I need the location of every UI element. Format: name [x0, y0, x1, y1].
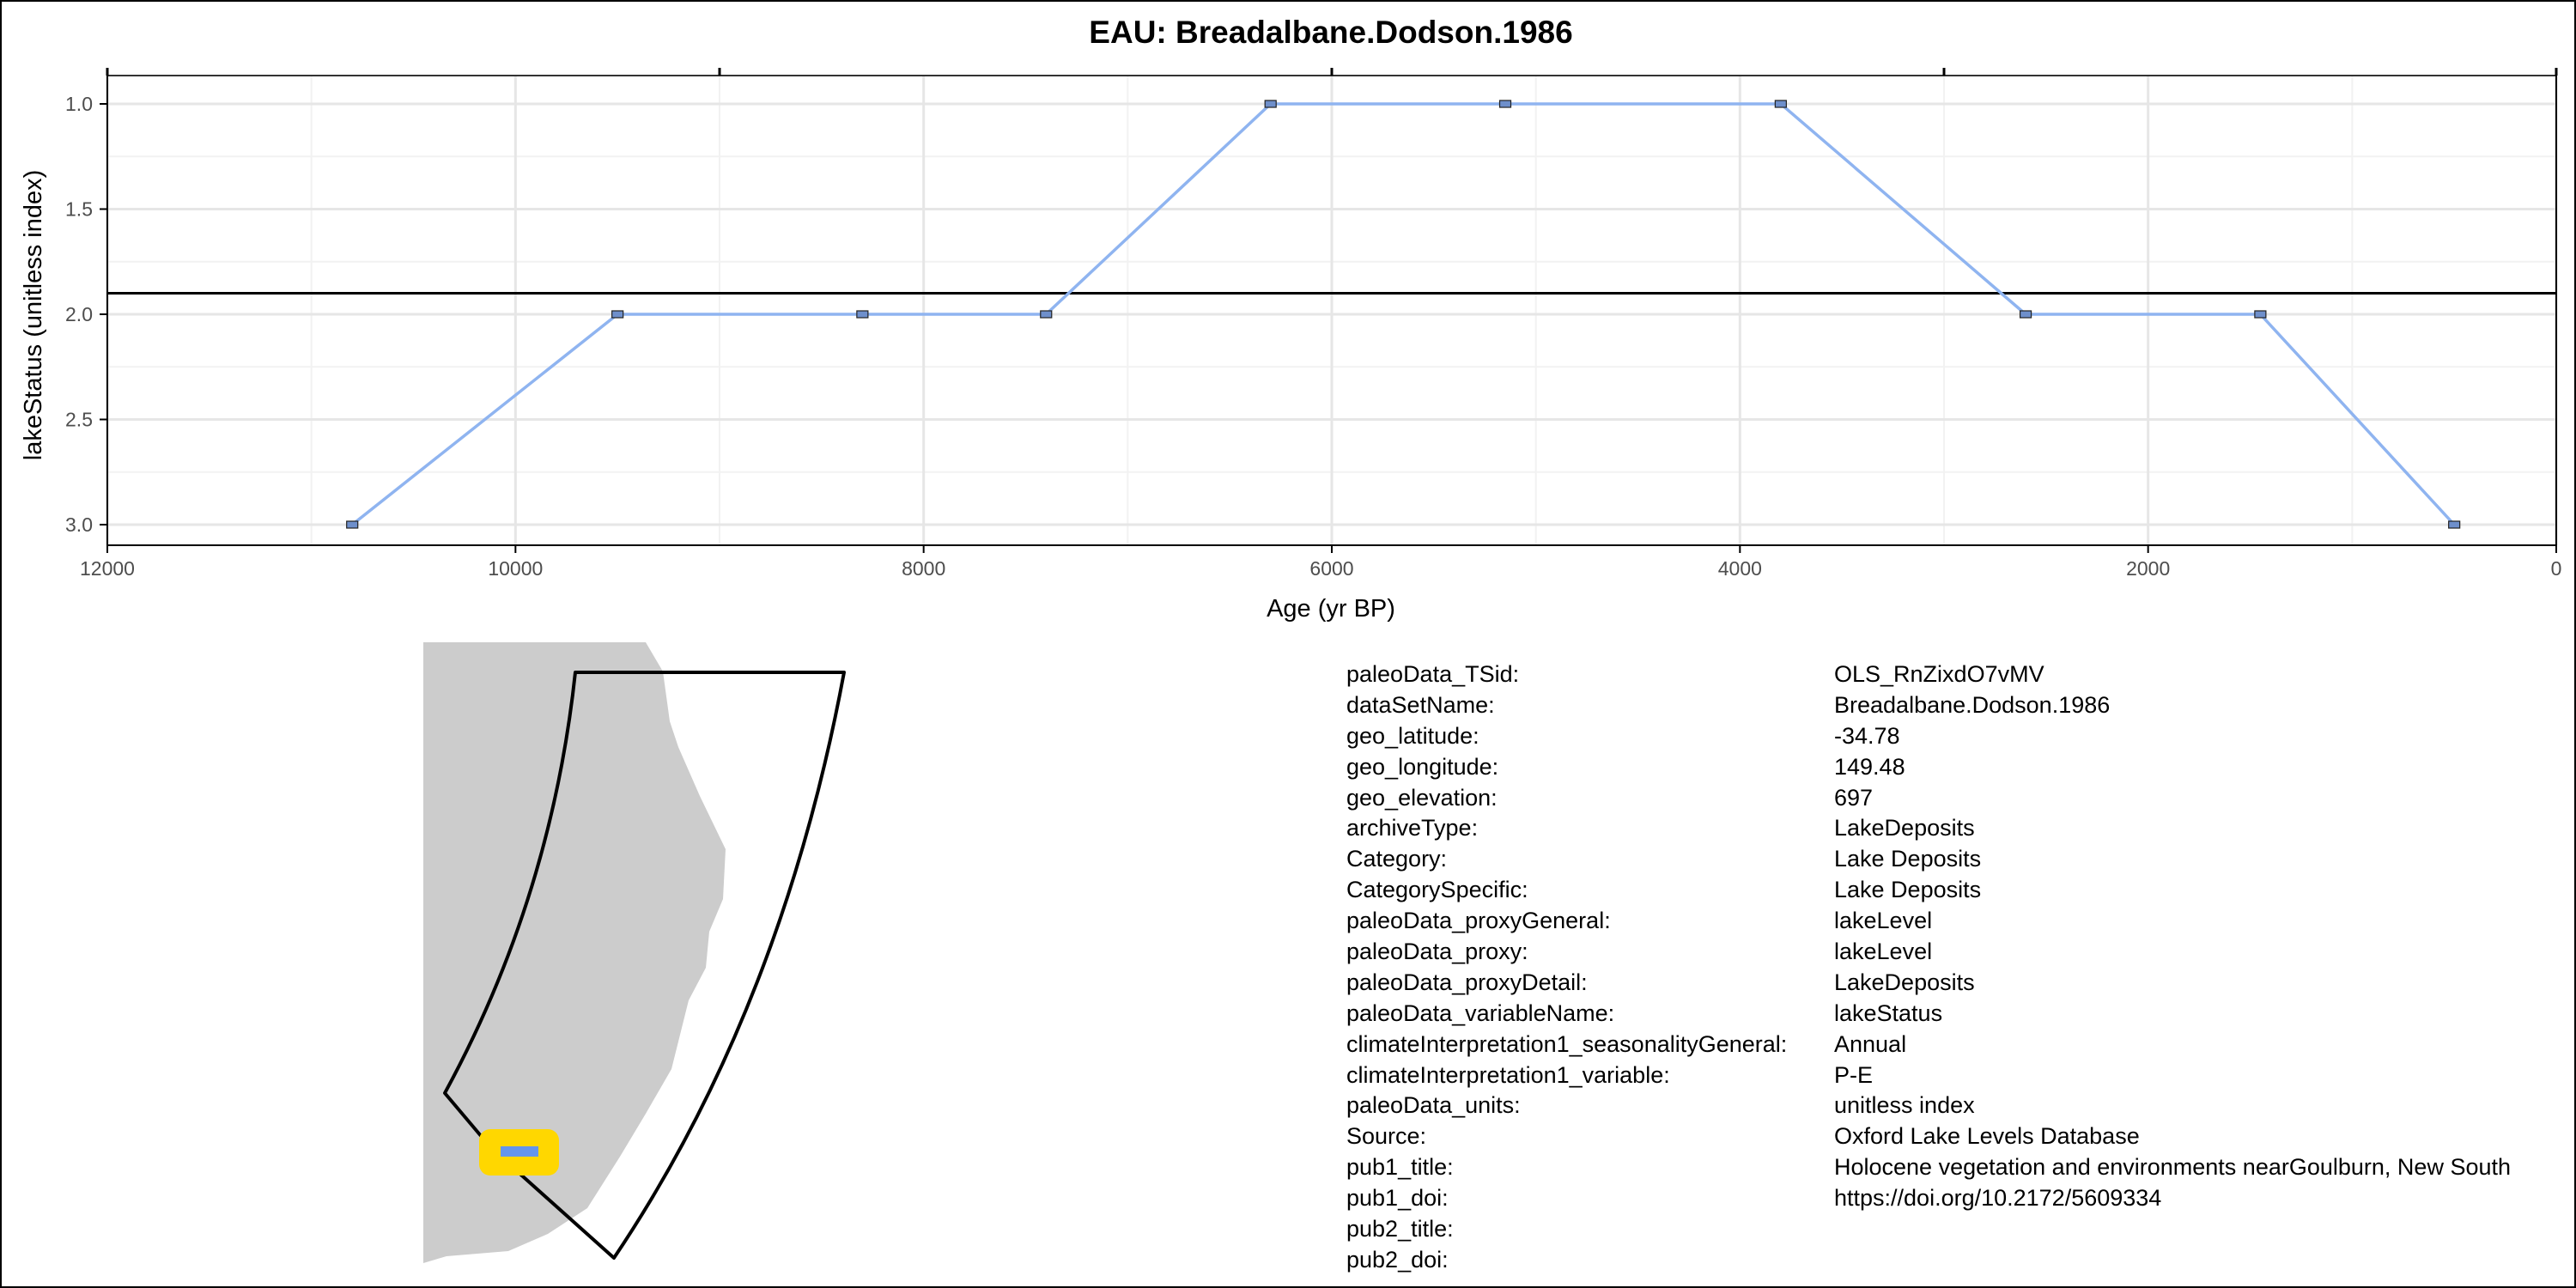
series-line: [351, 102, 2456, 526]
metadata-row: pub1_doi: https://doi.org/10.2172/5609334: [1346, 1183, 2511, 1214]
metadata-row: Category: Lake Deposits: [1346, 844, 2511, 875]
metadata-key: paleoData_proxyDetail:: [1346, 969, 1588, 995]
y-tick-label: 1.0: [65, 93, 93, 115]
chart: EAU: Breadalbane.Dodson.1986 12000 10000 8…: [20, 15, 2561, 623]
metadata-key: geo_elevation:: [1346, 784, 1498, 811]
metadata-value: lakeLevel: [1834, 908, 1933, 934]
metadata-row: paleoData_proxyDetail: LakeDeposits: [1346, 968, 2511, 999]
chart-title: EAU: Breadalbane.Dodson.1986: [1089, 15, 1572, 50]
metadata-key: pub2_doi:: [1346, 1246, 1449, 1273]
metadata-key: paleoData_units:: [1346, 1092, 1521, 1119]
metadata-key: CategorySpecific:: [1346, 877, 1528, 903]
x-axis-label: Age (yr BP): [1267, 595, 1395, 623]
x-tick-label: 4000: [1718, 557, 1762, 580]
metadata-key: paleoData_proxyGeneral:: [1346, 908, 1611, 934]
metadata-value: -34.78: [1834, 722, 1900, 749]
metadata-value: Lake Deposits: [1834, 877, 1982, 903]
metadata-value: 697: [1834, 784, 1874, 811]
metadata-key: pub2_title:: [1346, 1216, 1454, 1242]
metadata-row: CategorySpecific: Lake Deposits: [1346, 875, 2511, 906]
plot-area: 12000 10000 8000 6000 4000 2000 0 1.0 1.5 2.0 2.5 3…: [65, 68, 2561, 580]
metadata-value: LakeDeposits: [1834, 969, 1975, 995]
metadata-row: paleoData_TSid: OLS_RnZixdO7vMV: [1346, 659, 2511, 690]
x-tick-label: 8000: [902, 557, 945, 580]
x-tick-label: 6000: [1309, 557, 1353, 580]
x-tick-label: 10000: [488, 557, 543, 580]
metadata-key: climateInterpretation1_seasonalityGenera…: [1346, 1030, 1788, 1057]
metadata-key: pub1_doi:: [1346, 1185, 1449, 1212]
x-tick-label: 12000: [80, 557, 135, 580]
metadata-row: geo_latitude: -34.78: [1346, 721, 2511, 752]
metadata-key: paleoData_TSid:: [1346, 661, 1520, 687]
metadata-key: geo_latitude:: [1346, 722, 1479, 749]
metadata-value: LakeDeposits: [1834, 815, 1975, 841]
data-point: [1264, 100, 1277, 108]
metadata-row: archiveType: LakeDeposits: [1346, 813, 2511, 844]
metadata-row: climateInterpretation1_seasonalityGenera…: [1346, 1030, 2511, 1060]
data-point: [1774, 100, 1787, 108]
metadata-key: Category:: [1346, 846, 1448, 872]
data-point: [611, 310, 624, 319]
x-tick-label: 2000: [2126, 557, 2170, 580]
y-tick-label: 2.0: [65, 303, 93, 325]
metadata-key: geo_longitude:: [1346, 753, 1499, 780]
metadata-value: P-E: [1834, 1061, 1874, 1088]
x-tick-label: 0: [2551, 557, 2562, 580]
y-tick-label: 2.5: [65, 409, 93, 431]
data-point: [2254, 310, 2267, 319]
metadata-key: Source:: [1346, 1123, 1427, 1150]
metadata-row: geo_longitude: 149.48: [1346, 752, 2511, 783]
metadata-value: Holocene vegetation and environments nea…: [1834, 1154, 2511, 1181]
data-point: [346, 520, 359, 529]
data-point: [2019, 310, 2032, 319]
region-boundary: [443, 671, 846, 1260]
metadata-key: paleoData_proxy:: [1346, 939, 1528, 965]
data-point: [2448, 520, 2461, 529]
data-point: [1040, 310, 1053, 319]
metadata-key: climateInterpretation1_variable:: [1346, 1061, 1670, 1088]
metadata-row: pub2_title:: [1346, 1214, 2511, 1245]
metadata-row: dataSetName: Breadalbane.Dodson.1986: [1346, 690, 2511, 721]
site-map: [423, 642, 846, 1263]
metadata-row: paleoData_units: unitless index: [1346, 1091, 2511, 1121]
metadata-value: lakeStatus: [1834, 999, 1943, 1026]
data-point: [856, 310, 869, 319]
metadata-row: climateInterpretation1_variable: P-E: [1346, 1060, 2511, 1091]
y-axis-label: lakeStatus (unitless index): [20, 170, 47, 461]
metadata-value: Breadalbane.Dodson.1986: [1834, 691, 2111, 718]
metadata-value: unitless index: [1834, 1092, 1975, 1119]
metadata-row: geo_elevation: 697: [1346, 783, 2511, 814]
metadata-row: paleoData_proxy: lakeLevel: [1346, 937, 2511, 968]
metadata-key: pub1_title:: [1346, 1154, 1454, 1181]
y-tick-label: 1.5: [65, 198, 93, 221]
metadata-value: 149.48: [1834, 753, 1905, 780]
metadata-key: dataSetName:: [1346, 691, 1495, 718]
data-point: [1498, 100, 1512, 108]
metadata-key: paleoData_variableName:: [1346, 999, 1615, 1026]
metadata-row: paleoData_proxyGeneral: lakeLevel: [1346, 906, 2511, 937]
metadata-value: Lake Deposits: [1834, 846, 1982, 872]
metadata-row: paleoData_variableName: lakeStatus: [1346, 999, 2511, 1030]
metadata-table: paleoData_TSid: OLS_RnZixdO7vMV dataSetNam…: [1346, 659, 2511, 1276]
metadata-row: Source: Oxford Lake Levels Database: [1346, 1121, 2511, 1152]
metadata-value: lakeLevel: [1834, 939, 1933, 965]
metadata-value: https://doi.org/10.2172/5609334: [1834, 1185, 2162, 1212]
metadata-row: pub2_doi:: [1346, 1245, 2511, 1276]
metadata-key: archiveType:: [1346, 815, 1479, 841]
metadata-value: Annual: [1834, 1030, 1907, 1057]
metadata-value: OLS_RnZixdO7vMV: [1834, 661, 2044, 687]
site-marker-center: [501, 1146, 538, 1157]
y-tick-label: 3.0: [65, 513, 93, 536]
metadata-row: pub1_title: Holocene vegetation and envir…: [1346, 1152, 2511, 1183]
metadata-value: Oxford Lake Levels Database: [1834, 1123, 2140, 1150]
australia-landmass: [423, 642, 726, 1263]
